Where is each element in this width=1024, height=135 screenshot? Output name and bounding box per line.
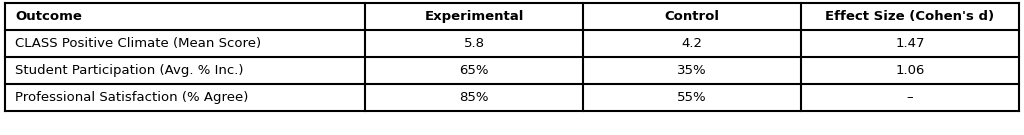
Text: Effect Size (Cohen's d): Effect Size (Cohen's d) — [825, 10, 994, 23]
Text: 35%: 35% — [677, 64, 707, 77]
Text: 1.06: 1.06 — [895, 64, 925, 77]
Text: 5.8: 5.8 — [464, 37, 484, 50]
Text: Outcome: Outcome — [15, 10, 82, 23]
Text: 1.47: 1.47 — [895, 37, 925, 50]
Text: 4.2: 4.2 — [681, 37, 702, 50]
Bar — [5, 3, 1019, 111]
Text: Professional Satisfaction (% Agree): Professional Satisfaction (% Agree) — [15, 91, 249, 104]
Text: –: – — [906, 91, 913, 104]
Text: 85%: 85% — [459, 91, 488, 104]
Text: Experimental: Experimental — [424, 10, 523, 23]
Text: CLASS Positive Climate (Mean Score): CLASS Positive Climate (Mean Score) — [15, 37, 261, 50]
Text: 55%: 55% — [677, 91, 707, 104]
Text: 65%: 65% — [459, 64, 488, 77]
Text: Control: Control — [665, 10, 720, 23]
Text: Student Participation (Avg. % Inc.): Student Participation (Avg. % Inc.) — [15, 64, 244, 77]
